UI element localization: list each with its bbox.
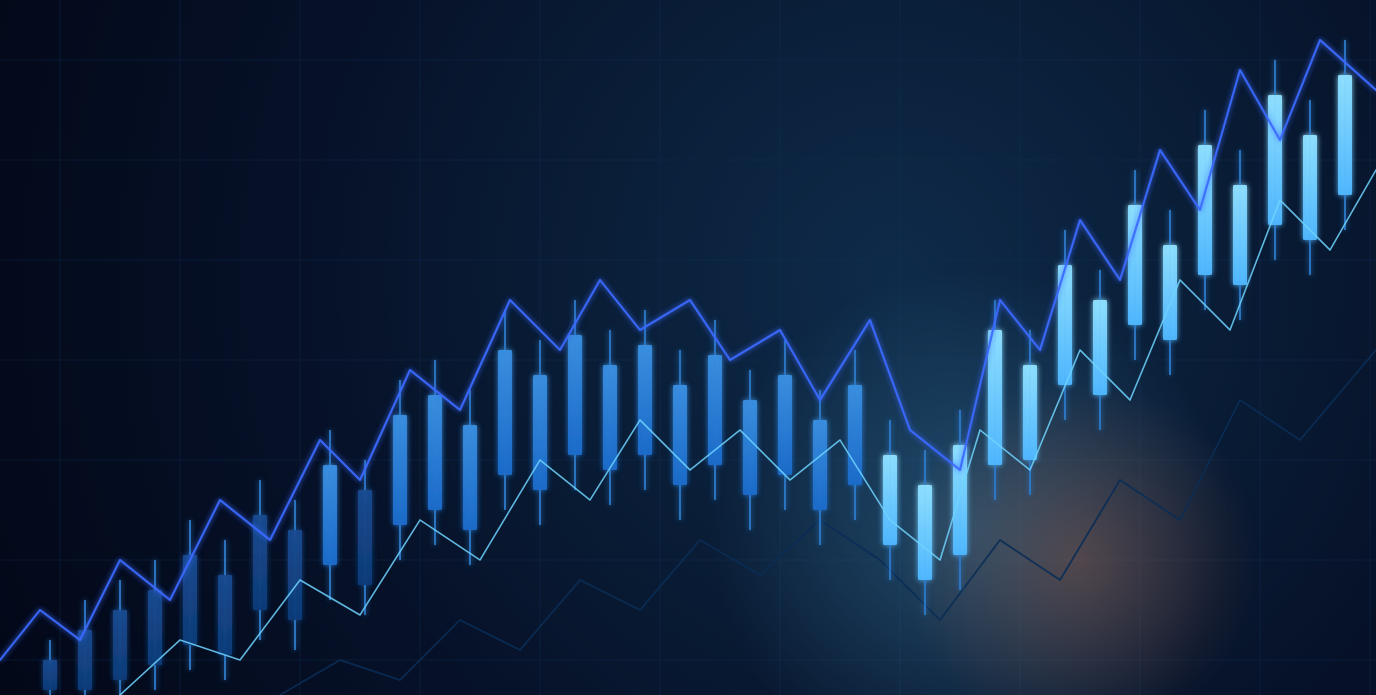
candlestick-chart	[0, 0, 1376, 695]
chart-svg	[0, 0, 1376, 695]
